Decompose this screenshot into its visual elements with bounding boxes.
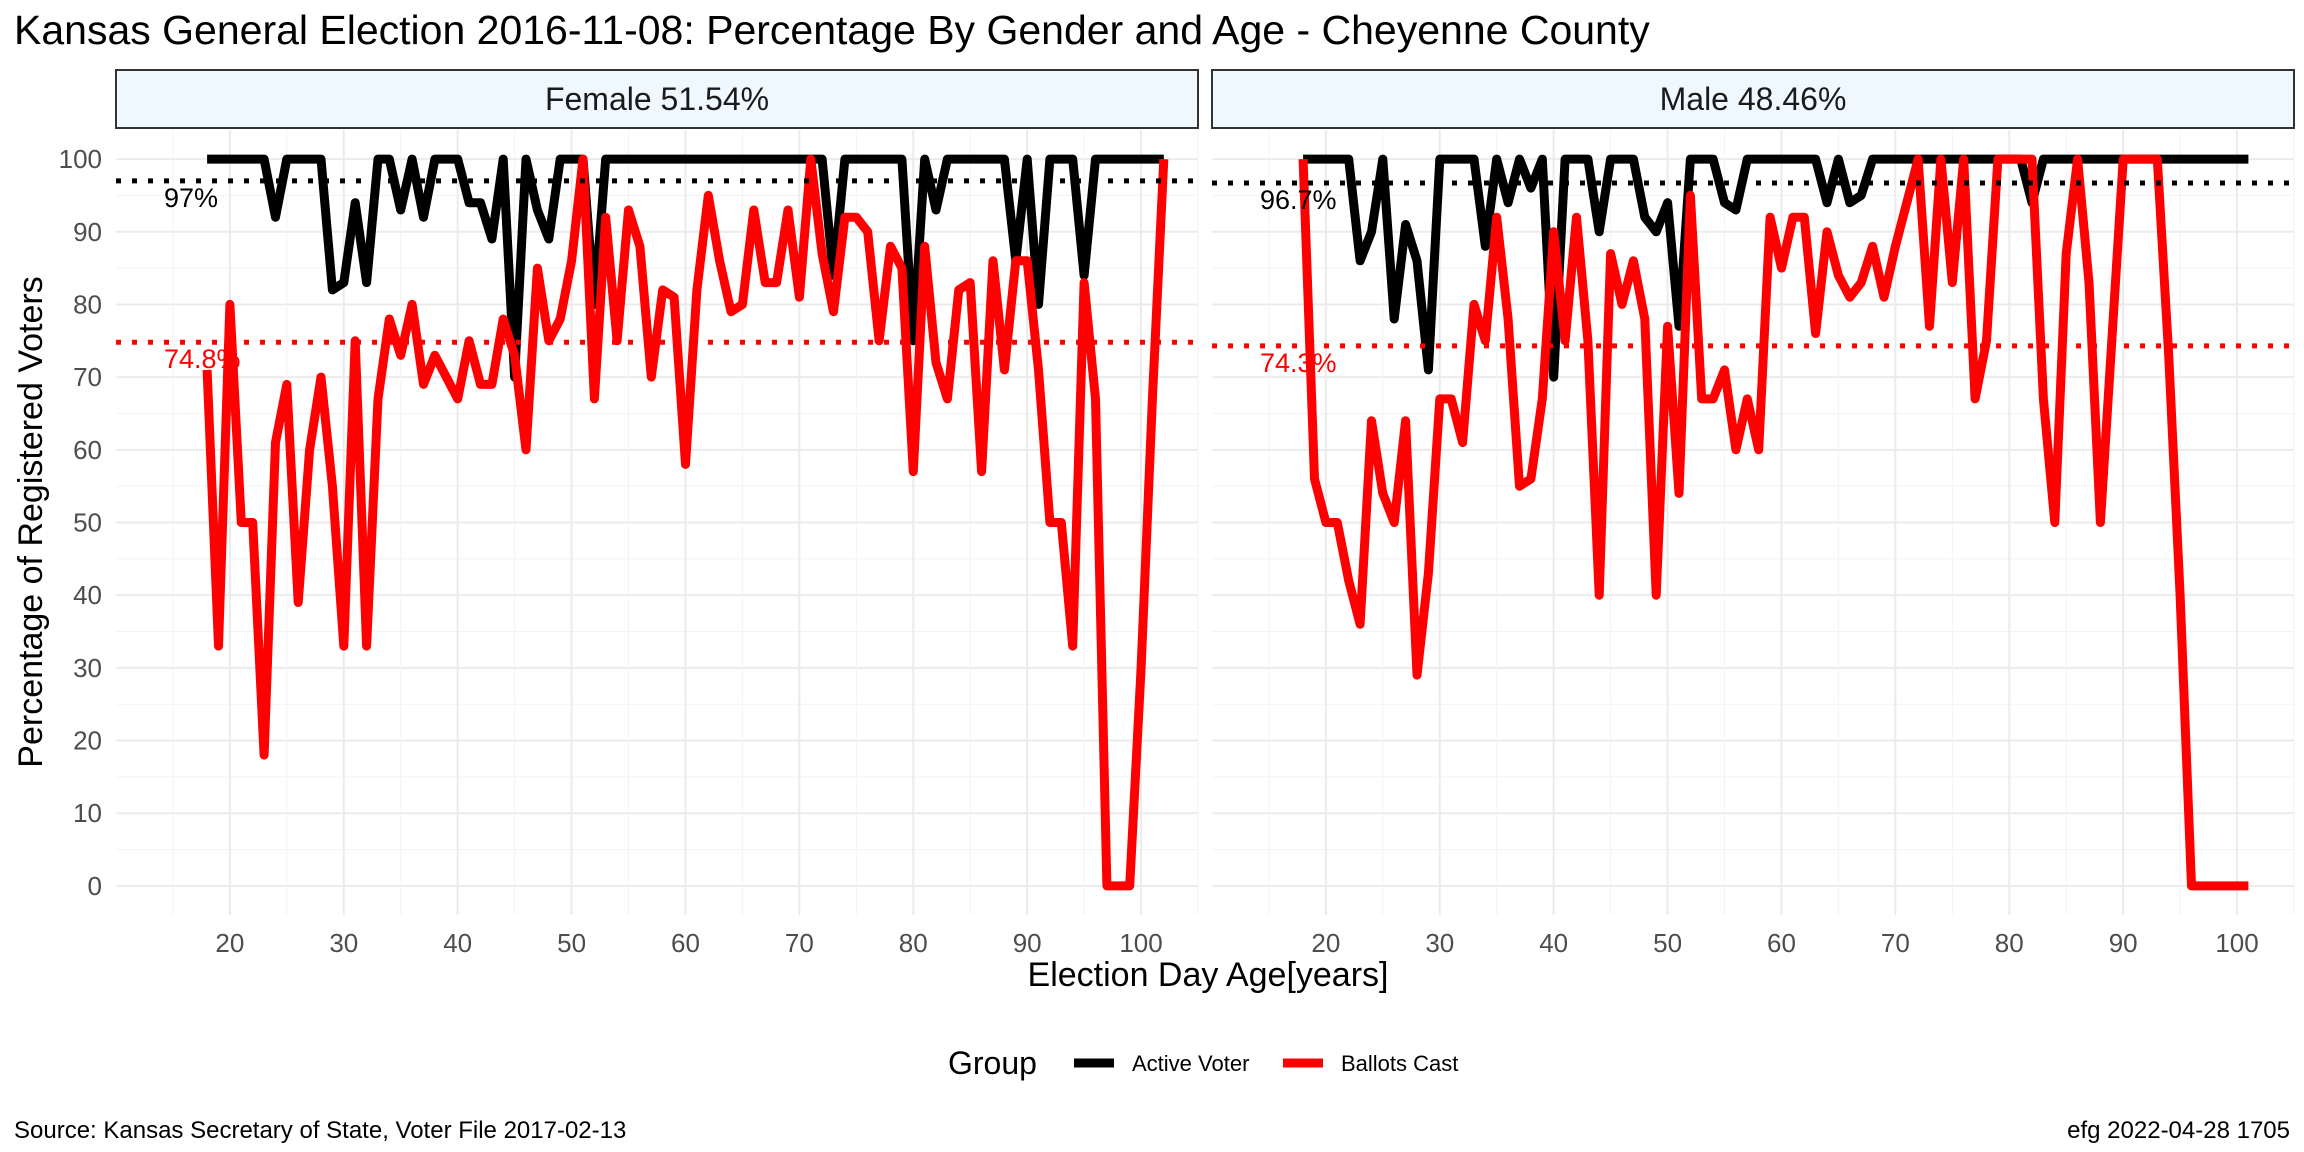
reference-lines-female: 97% 74.8% bbox=[116, 178, 1198, 374]
y-tick-label: 90 bbox=[73, 217, 102, 247]
x-tick-label: 80 bbox=[1995, 928, 2024, 958]
panel-female: Female 51.54% 20 30 40 50 60 70 80 90 100 0 10 20 3… bbox=[59, 69, 1199, 958]
x-tick-label: 40 bbox=[1539, 928, 1568, 958]
series-line-ballots-cast bbox=[1298, 154, 2249, 891]
series-female bbox=[202, 154, 1169, 891]
x-ticks-male: 20 30 40 50 60 70 80 90 100 bbox=[1311, 928, 2258, 958]
x-tick-label: 70 bbox=[785, 928, 814, 958]
reference-lines-male: 96.7% 74.3% bbox=[1212, 180, 2294, 378]
grid-male bbox=[1212, 130, 2295, 915]
y-tick-label: 80 bbox=[73, 289, 102, 319]
reference-label-active-voter: 96.7% bbox=[1260, 185, 1337, 215]
series-line-active-voter bbox=[1303, 154, 2249, 382]
y-tick-label: 50 bbox=[73, 508, 102, 538]
x-ticks-female: 20 30 40 50 60 70 80 90 100 bbox=[215, 928, 1162, 958]
chart-title: Kansas General Election 2016-11-08: Perc… bbox=[14, 7, 1650, 53]
x-tick-label: 80 bbox=[899, 928, 928, 958]
legend-title: Group bbox=[948, 1045, 1037, 1081]
x-tick-label: 30 bbox=[329, 928, 358, 958]
y-ticks: 0 10 20 30 40 50 60 70 80 90 100 bbox=[59, 144, 102, 901]
y-tick-label: 0 bbox=[88, 871, 102, 901]
x-tick-label: 60 bbox=[671, 928, 700, 958]
y-tick-label: 10 bbox=[73, 798, 102, 828]
x-tick-label: 30 bbox=[1425, 928, 1454, 958]
legend-label-ballots: Ballots Cast bbox=[1341, 1051, 1458, 1076]
y-tick-label: 40 bbox=[73, 580, 102, 610]
y-axis-title: Percentage of Registered Voters bbox=[12, 276, 50, 767]
x-tick-label: 50 bbox=[1653, 928, 1682, 958]
caption-credit: efg 2022-04-28 1705 bbox=[2067, 1117, 2290, 1144]
series-line-ballots-cast bbox=[202, 154, 1169, 891]
legend: Group Active Voter Ballots Cast bbox=[948, 1045, 1458, 1081]
legend-label-active: Active Voter bbox=[1132, 1051, 1249, 1076]
y-tick-label: 30 bbox=[73, 653, 102, 683]
panel-strip-male bbox=[1211, 69, 2295, 129]
x-tick-label: 100 bbox=[2215, 928, 2258, 958]
y-tick-label: 60 bbox=[73, 435, 102, 465]
panel-label-female: Female 51.54% bbox=[545, 81, 769, 117]
x-tick-label: 70 bbox=[1881, 928, 1910, 958]
x-tick-label: 40 bbox=[443, 928, 472, 958]
y-tick-label: 20 bbox=[73, 726, 102, 756]
x-axis-title: Election Day Age[years] bbox=[1028, 956, 1389, 994]
caption-source: Source: Kansas Secretary of State, Voter… bbox=[14, 1117, 626, 1144]
reference-label-ballots-cast: 74.3% bbox=[1260, 348, 1337, 378]
x-tick-label: 20 bbox=[1311, 928, 1340, 958]
x-tick-label: 90 bbox=[2109, 928, 2138, 958]
x-tick-label: 50 bbox=[557, 928, 586, 958]
y-tick-label: 100 bbox=[59, 144, 102, 174]
x-tick-label: 90 bbox=[1013, 928, 1042, 958]
panel-strip-female bbox=[115, 69, 1199, 129]
panel-male: Male 48.46% 20 30 40 50 60 70 80 90 100 96.7% 74.… bbox=[1211, 69, 2295, 958]
x-tick-label: 100 bbox=[1119, 928, 1162, 958]
reference-label-active-voter: 97% bbox=[164, 183, 218, 213]
panel-label-male: Male 48.46% bbox=[1660, 81, 1847, 117]
x-tick-label: 60 bbox=[1767, 928, 1796, 958]
reference-label-ballots-cast: 74.8% bbox=[164, 344, 241, 374]
x-tick-label: 20 bbox=[215, 928, 244, 958]
series-line-active-voter bbox=[207, 154, 1164, 382]
series-male bbox=[1298, 154, 2249, 891]
y-tick-label: 70 bbox=[73, 362, 102, 392]
